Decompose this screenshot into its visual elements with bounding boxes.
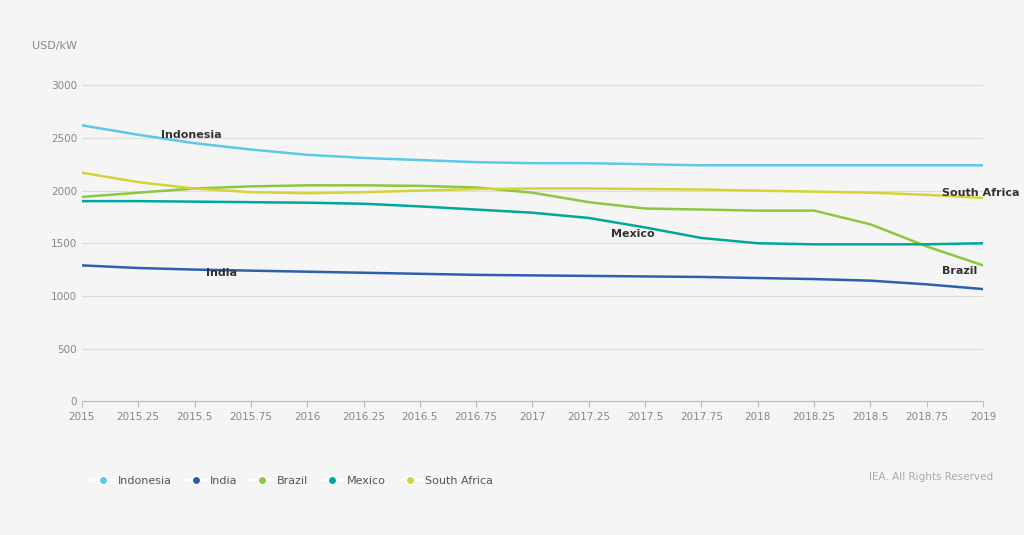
Legend: Indonesia, India, Brazil, Mexico, South Africa: Indonesia, India, Brazil, Mexico, South …	[87, 471, 497, 490]
Text: South Africa: South Africa	[942, 188, 1020, 198]
Text: Indonesia: Indonesia	[161, 130, 221, 140]
Text: Brazil: Brazil	[942, 266, 978, 276]
Text: India: India	[206, 268, 237, 278]
Text: USD/kW: USD/kW	[33, 41, 78, 51]
Text: IEA. All Rights Reserved: IEA. All Rights Reserved	[869, 471, 993, 482]
Text: Mexico: Mexico	[611, 229, 655, 239]
